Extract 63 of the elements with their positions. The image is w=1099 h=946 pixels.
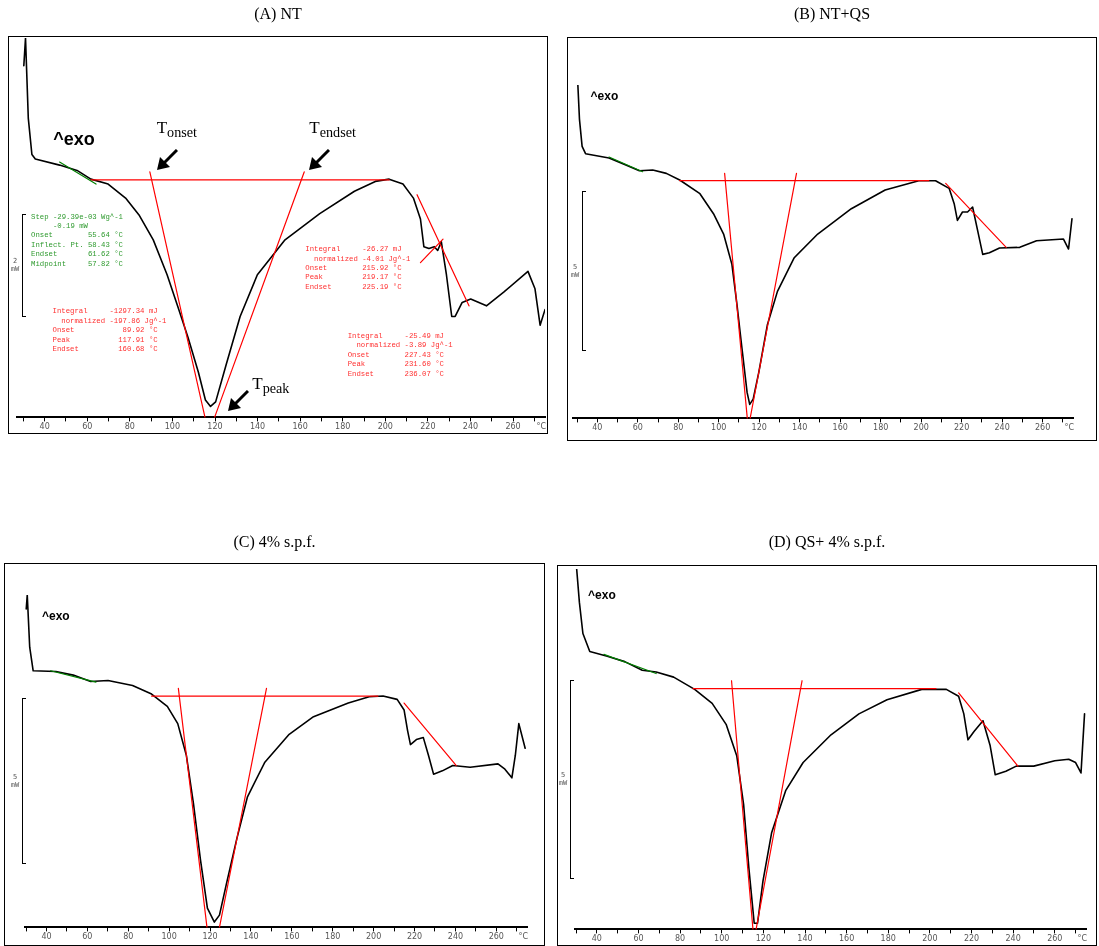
x-tick-label: 100 (164, 422, 181, 432)
annotation: T$_{endset}$ (309, 117, 356, 142)
x-tick-label: 40 (592, 423, 603, 433)
x-tick-label: 60 (82, 422, 93, 432)
x-tick-label: 220 (420, 422, 436, 432)
x-tick-label: 120 (202, 932, 218, 942)
x-tick-label: 180 (880, 934, 896, 944)
x-tick-label: 140 (243, 932, 259, 942)
x-tick-label: 200 (366, 932, 382, 942)
x-tick-label: 40 (591, 934, 602, 944)
x-tick-label: 240 (447, 932, 464, 942)
annotation: T$_{peak}$ (252, 373, 290, 398)
x-tick-label: 120 (751, 423, 767, 433)
x-tick-label: 200 (922, 934, 938, 944)
x-tick-label: 160 (838, 934, 855, 944)
x-tick-label: 60 (633, 934, 644, 944)
x-tick-label: 200 (913, 423, 929, 433)
x-tick-label: 260 (1034, 423, 1051, 433)
x-tick-label: 40 (41, 932, 52, 942)
x-tick-label: 100 (161, 932, 177, 942)
chart-title: (B) NT+QS (792, 5, 872, 23)
chart-title: (C) 4% s.p.f. (232, 533, 317, 551)
x-tick-label: 260 (505, 422, 521, 432)
x-tick-label: 260 (488, 932, 504, 942)
x-tick-label: 220 (406, 932, 423, 942)
x-tick-label: 240 (994, 423, 1010, 433)
x-tick-label: 200 (377, 422, 393, 432)
x-axis-title: °C (536, 422, 547, 432)
x-tick-label: 60 (82, 932, 93, 942)
annotation: ^exo (588, 588, 616, 603)
x-tick-label: 100 (714, 934, 730, 944)
x-tick-label: 240 (462, 422, 479, 432)
x-tick-label: 140 (792, 423, 808, 433)
annotation: ^exo (590, 89, 619, 103)
x-tick-label: 260 (1047, 934, 1063, 944)
x-tick-label: 120 (207, 422, 223, 432)
x-tick-label: 40 (39, 422, 50, 432)
x-tick-label: 60 (632, 423, 643, 433)
x-axis-title: °C (1077, 934, 1088, 944)
x-tick-label: 140 (249, 422, 266, 432)
x-tick-label: 80 (673, 423, 684, 433)
x-tick-label: 120 (755, 934, 772, 944)
x-tick-label: 220 (954, 423, 970, 433)
x-axis-title: °C (518, 932, 529, 942)
x-tick-label: 140 (797, 934, 813, 944)
x-tick-label: 80 (675, 934, 686, 944)
x-tick-label: 240 (1005, 934, 1021, 944)
x-tick-label: 80 (124, 422, 135, 432)
x-tick-label: 180 (325, 932, 341, 942)
x-tick-label: 160 (292, 422, 308, 432)
annotation: T$_{onset}$ (156, 117, 197, 142)
x-axis-title: °C (1064, 423, 1075, 433)
x-tick-label: 100 (711, 423, 727, 433)
x-tick-label: 160 (284, 932, 300, 942)
chart-title: (D) QS+ 4% s.p.f. (767, 533, 887, 551)
x-tick-label: 220 (963, 934, 980, 944)
x-tick-label: 180 (335, 422, 351, 432)
annotation: ^exo (53, 129, 95, 151)
annotation: ^exo (41, 608, 70, 623)
x-tick-label: 80 (123, 932, 134, 942)
chart-title: (A) NT (253, 5, 303, 23)
x-tick-label: 160 (832, 423, 848, 433)
x-tick-label: 180 (873, 423, 889, 433)
